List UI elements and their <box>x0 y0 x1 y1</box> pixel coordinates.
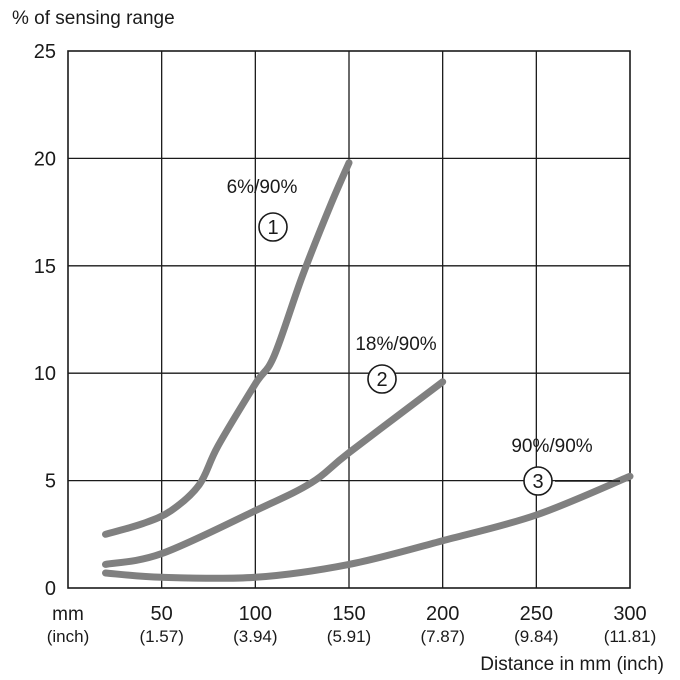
x-tick-label: 200 <box>426 603 459 625</box>
x-tick-sublabel: (5.91) <box>327 627 371 646</box>
series-line-2 <box>102 378 447 568</box>
y-tick-label: 20 <box>34 148 56 170</box>
x-axis-label: Distance in mm (inch) <box>480 654 664 675</box>
y-tick-label: 25 <box>34 41 56 63</box>
x-tick-label: 150 <box>332 603 365 625</box>
series-marker-3: 3 <box>532 471 543 493</box>
series-marker-circle-1 <box>258 212 288 242</box>
y-tick-label: 10 <box>34 363 56 385</box>
x-tick-label: 100 <box>239 603 272 625</box>
x-unit-label-secondary: (inch) <box>47 627 90 646</box>
series-line-3 <box>102 472 634 582</box>
plot-frame <box>67 50 631 589</box>
series-annotation-3: 90%/90% <box>511 436 592 457</box>
x-tick-sublabel: (7.87) <box>420 627 464 646</box>
series-annotation-2: 18%/90% <box>355 334 436 355</box>
y-tick-labels: 0 5 10 15 20 25 <box>34 41 56 600</box>
y-tick-label: 0 <box>45 578 56 600</box>
y-tick-label: 15 <box>34 256 56 278</box>
annotations: 6%/90% 1 18%/90% 2 90%/90% 3 <box>227 177 620 496</box>
x-tick-label: 300 <box>613 603 646 625</box>
grid <box>68 51 630 588</box>
series-annotation-1: 6%/90% <box>227 177 298 198</box>
y-tick-label: 5 <box>45 471 56 493</box>
x-tick-label: 50 <box>151 603 173 625</box>
x-tick-labels: 50 (1.57) 100 (3.94) 150 (5.91) 200 (7.87) 250 (9… <box>139 603 656 646</box>
y-axis-label: % of sensing range <box>12 8 175 29</box>
x-unit-label: mm <box>52 604 84 625</box>
series-marker-circle-3 <box>523 466 553 496</box>
x-tick-sublabel: (9.84) <box>514 627 558 646</box>
x-tick-sublabel: (11.81) <box>604 627 657 646</box>
series-group <box>102 159 634 582</box>
series-line-1 <box>102 159 353 538</box>
x-tick-sublabel: (1.57) <box>139 627 183 646</box>
series-marker-2: 2 <box>376 369 387 391</box>
series-marker-circle-2 <box>367 364 397 394</box>
series-marker-1: 1 <box>267 217 278 239</box>
x-tick-sublabel: (3.94) <box>233 627 277 646</box>
x-tick-label: 250 <box>520 603 553 625</box>
